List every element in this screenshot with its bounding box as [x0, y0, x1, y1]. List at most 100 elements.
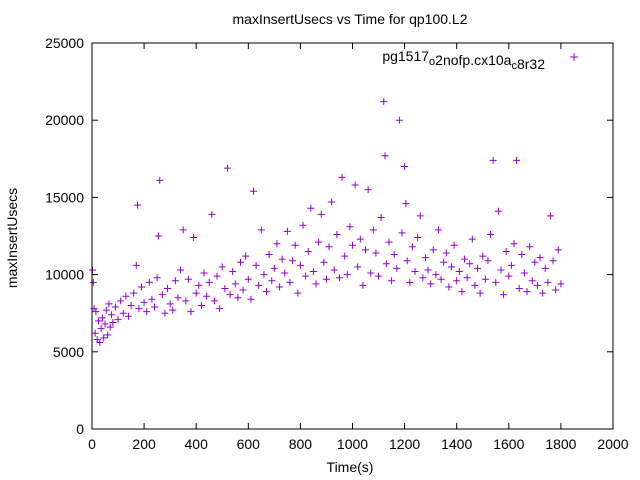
- data-point: [169, 306, 177, 314]
- data-point: [154, 232, 162, 240]
- data-point: [239, 286, 247, 294]
- data-point: [296, 261, 304, 269]
- data-point: [440, 258, 448, 266]
- data-point: [158, 291, 166, 299]
- data-point: [281, 269, 289, 277]
- data-point: [458, 288, 466, 296]
- data-point: [130, 289, 138, 297]
- data-point: [218, 263, 226, 271]
- data-point: [102, 306, 110, 314]
- data-point: [434, 226, 442, 234]
- data-point: [111, 303, 119, 311]
- data-point: [328, 198, 336, 206]
- data-point: [395, 116, 403, 124]
- data-point: [531, 258, 539, 266]
- data-point: [520, 269, 528, 277]
- data-point: [114, 315, 122, 323]
- data-point: [484, 257, 492, 265]
- data-point: [346, 223, 354, 231]
- data-point: [91, 329, 99, 337]
- data-point: [309, 268, 317, 276]
- data-point: [330, 266, 338, 274]
- data-point: [414, 234, 422, 242]
- x-axis-label: Time(s): [327, 459, 374, 475]
- data-point: [497, 266, 505, 274]
- data-point: [294, 289, 302, 297]
- data-point: [92, 308, 100, 316]
- data-point: [487, 230, 495, 238]
- data-point: [179, 226, 187, 234]
- data-point: [117, 297, 125, 305]
- data-point: [234, 294, 242, 302]
- chart-title: maxInsertUsecs vs Time for qp100.L2: [233, 11, 468, 27]
- data-point: [100, 334, 108, 342]
- data-point: [510, 240, 518, 248]
- data-point: [286, 278, 294, 286]
- y-axis-label: maxInsertUsecs: [4, 188, 20, 288]
- data-point: [229, 268, 237, 276]
- y-axis: 0 5000 10000 15000 20000 25000: [45, 35, 613, 437]
- data-point: [223, 164, 231, 172]
- data-point: [104, 331, 112, 339]
- data-point: [122, 292, 130, 300]
- data-point: [322, 275, 330, 283]
- data-point: [304, 247, 312, 255]
- data-point: [315, 238, 323, 246]
- data-point: [320, 258, 328, 266]
- data-point: [382, 260, 390, 268]
- data-point: [182, 297, 190, 305]
- data-point: [135, 305, 143, 313]
- data-point: [411, 268, 419, 276]
- data-point: [385, 238, 393, 246]
- data-point: [515, 284, 523, 292]
- data-point: [166, 300, 174, 308]
- data-point: [96, 339, 104, 347]
- data-point: [481, 275, 489, 283]
- legend-label: pg1517o2nofp.cx10ac8r32: [382, 48, 545, 72]
- data-point: [421, 254, 429, 262]
- data-point: [276, 283, 284, 291]
- data-point: [187, 308, 195, 316]
- y-tick-label: 20000: [45, 112, 84, 128]
- data-point: [528, 277, 536, 285]
- data-point: [437, 275, 445, 283]
- data-point: [544, 278, 552, 286]
- x-tick-label: 800: [289, 436, 313, 452]
- x-tick-label: 1000: [337, 436, 368, 452]
- data-point: [289, 257, 297, 265]
- data-point: [145, 278, 153, 286]
- data-point: [343, 271, 351, 279]
- x-tick-label: 0: [88, 436, 96, 452]
- data-point: [494, 207, 502, 215]
- y-tick-label: 10000: [45, 267, 84, 283]
- data-point: [549, 257, 557, 265]
- data-point: [255, 281, 263, 289]
- plot-frame: [91, 42, 614, 430]
- data-point: [156, 176, 164, 184]
- data-point: [354, 263, 362, 271]
- data-point: [419, 274, 427, 282]
- data-point: [403, 257, 411, 265]
- legend: pg1517o2nofp.cx10ac8r32: [382, 48, 578, 72]
- data-point: [105, 300, 113, 308]
- data-point: [260, 271, 268, 279]
- data-point: [541, 264, 549, 272]
- data-point: [119, 309, 127, 317]
- data-point: [124, 312, 132, 320]
- data-point: [533, 281, 541, 289]
- data-point: [210, 297, 218, 305]
- data-point: [247, 295, 255, 303]
- y-tick-label: 0: [76, 421, 84, 437]
- data-point: [177, 266, 185, 274]
- data-point: [283, 227, 291, 235]
- data-point: [244, 275, 252, 283]
- data-point: [278, 255, 286, 263]
- data-point: [377, 213, 385, 221]
- data-point: [137, 283, 145, 291]
- data-point: [445, 283, 453, 291]
- data-point: [526, 243, 534, 251]
- data-point: [507, 261, 515, 269]
- data-point: [513, 156, 521, 164]
- data-point: [242, 252, 250, 260]
- data-point: [200, 269, 208, 277]
